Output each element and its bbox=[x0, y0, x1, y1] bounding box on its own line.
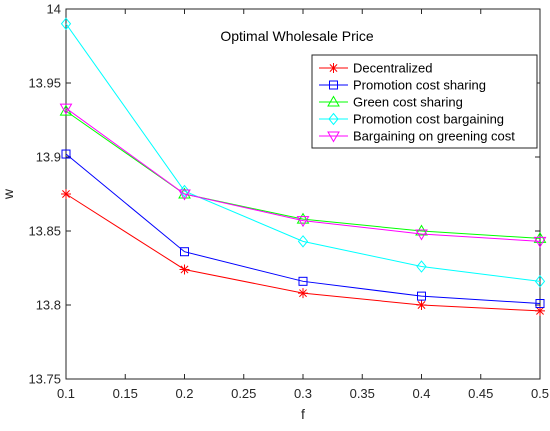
legend-entry: Promotion cost bargaining bbox=[319, 112, 504, 127]
data-point bbox=[533, 236, 547, 248]
legend-swatch-marker bbox=[328, 112, 339, 126]
axis-tick-labels: 0.1 0.15 0.2 0.25 0.3 0.35 0.4 0.45 0.5 13.75 13.8… bbox=[28, 2, 549, 402]
x-tick-label: 0.1 bbox=[57, 386, 75, 401]
legend-swatch-marker bbox=[327, 95, 340, 107]
data-point bbox=[61, 149, 71, 159]
data-point bbox=[60, 17, 72, 31]
x-tick-label: 0.15 bbox=[113, 386, 138, 401]
legend-label: Green cost sharing bbox=[353, 95, 463, 110]
y-tick-label: 13.95 bbox=[28, 76, 61, 91]
series-line bbox=[65, 107, 541, 242]
y-tick-label: 14 bbox=[47, 2, 61, 17]
legend-entry: Promotion cost sharing bbox=[319, 78, 486, 93]
series-0 bbox=[61, 189, 545, 316]
y-tick-label: 13.8 bbox=[36, 298, 61, 313]
legend-label: Bargaining on greening cost bbox=[353, 129, 515, 144]
x-axis-label: f bbox=[301, 406, 305, 422]
series-3 bbox=[60, 17, 546, 288]
data-point bbox=[296, 216, 310, 228]
x-tick-label: 0.25 bbox=[231, 386, 256, 401]
data-point bbox=[415, 229, 428, 241]
y-tick-label: 13.75 bbox=[28, 372, 61, 387]
x-tick-label: 0.3 bbox=[294, 386, 312, 401]
legend-swatch-marker bbox=[328, 63, 339, 73]
data-point bbox=[297, 235, 309, 248]
legend-entries: Decentralized Promotion cost sharing Green… bbox=[319, 61, 515, 144]
y-tick-label: 13.9 bbox=[36, 150, 61, 165]
data-point bbox=[535, 299, 545, 309]
data-point bbox=[534, 275, 546, 288]
data-point bbox=[416, 300, 427, 310]
data-point bbox=[179, 184, 190, 198]
series-4 bbox=[59, 103, 547, 248]
x-tick-label: 0.35 bbox=[350, 386, 375, 401]
chart-title: Optimal Wholesale Price bbox=[220, 28, 373, 44]
legend-swatch-marker bbox=[327, 131, 340, 143]
legend: Decentralized Promotion cost sharing Green… bbox=[311, 54, 538, 149]
series-line bbox=[65, 23, 541, 282]
data-point bbox=[180, 247, 189, 257]
legend-entry: Decentralized bbox=[319, 61, 433, 76]
legend-entry: Green cost sharing bbox=[319, 95, 463, 110]
axis-ticks bbox=[65, 8, 541, 380]
x-tick-label: 0.4 bbox=[412, 386, 430, 401]
legend-box bbox=[311, 54, 538, 149]
data-point bbox=[298, 276, 308, 286]
data-point bbox=[179, 264, 190, 275]
series-1 bbox=[61, 149, 545, 309]
x-tick-label: 0.45 bbox=[468, 386, 493, 401]
y-tick-label: 13.85 bbox=[28, 224, 61, 239]
data-point bbox=[61, 189, 71, 199]
data-point bbox=[298, 288, 308, 299]
data-point bbox=[178, 189, 191, 201]
data-point bbox=[416, 260, 427, 273]
legend-label: Promotion cost bargaining bbox=[353, 112, 504, 127]
data-point bbox=[535, 305, 545, 316]
x-tick-label: 0.2 bbox=[175, 386, 193, 401]
y-axis-label: w bbox=[0, 188, 16, 200]
legend-label: Decentralized bbox=[353, 61, 433, 76]
series-line bbox=[65, 110, 541, 239]
data-point bbox=[417, 291, 426, 301]
series-line bbox=[65, 153, 541, 305]
legend-swatch-marker bbox=[329, 80, 338, 90]
series-layer bbox=[59, 17, 547, 316]
x-tick-label: 0.5 bbox=[531, 386, 549, 401]
data-point bbox=[59, 103, 73, 115]
legend-label: Promotion cost sharing bbox=[353, 78, 486, 93]
legend-entry: Bargaining on greening cost bbox=[319, 129, 515, 144]
data-point bbox=[296, 212, 310, 224]
